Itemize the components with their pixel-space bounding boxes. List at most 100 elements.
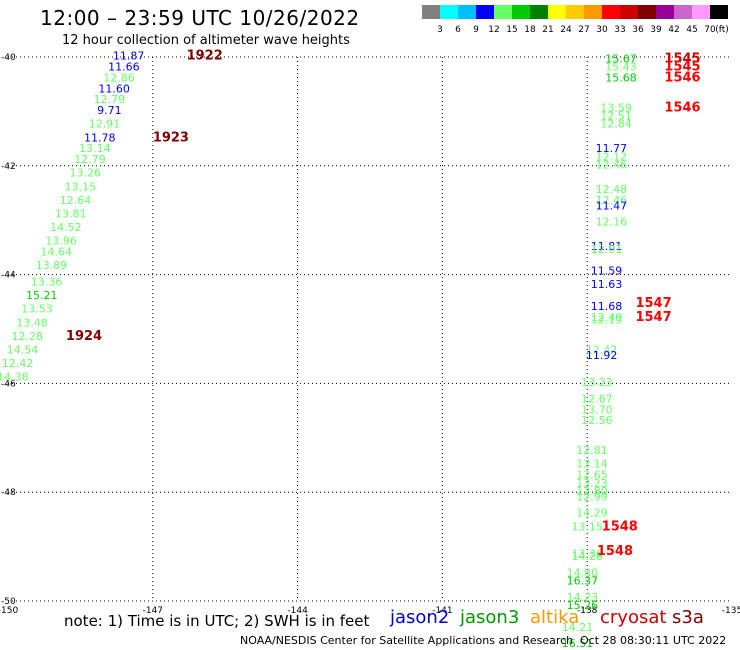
colorbar-swatch	[584, 5, 602, 19]
colorbar-tick-label: 70	[704, 25, 716, 35]
wave-height-value: 11.81	[591, 240, 623, 253]
wave-height-value: 12.99	[576, 490, 608, 503]
y-tick-label: -40	[1, 53, 16, 63]
wave-height-value: 12.42	[586, 343, 618, 356]
wave-height-value: 12.79	[94, 93, 126, 106]
wave-height-value: 13.53	[21, 303, 53, 316]
wave-height-value: 11.68	[591, 300, 623, 313]
colorbar-swatch	[458, 5, 476, 19]
wave-height-value: 15.68	[605, 71, 637, 84]
wave-height-value: 16.51	[562, 637, 594, 650]
wave-height-value: 12.67	[581, 392, 613, 405]
colorbar-swatch	[440, 5, 458, 19]
colorbar-tick-label: 3	[437, 25, 443, 35]
colorbar-swatch	[710, 5, 728, 19]
colorbar-swatch	[548, 5, 566, 19]
wave-height-value: 12.51	[600, 110, 632, 123]
time-label: 1923	[153, 130, 189, 145]
colorbar-swatch	[674, 5, 692, 19]
wave-height-value: 11.59	[591, 265, 623, 278]
wave-height-value: 12.64	[60, 194, 92, 207]
wave-height-value: 11.60	[98, 82, 130, 95]
wave-height-value: 12.42	[2, 357, 34, 370]
time-label: 1547	[635, 296, 671, 311]
wave-height-value: 11.87	[113, 50, 145, 63]
wave-height-value: 13.89	[36, 259, 68, 272]
colorbar-tick-label: 42	[668, 25, 679, 35]
colorbar-swatch	[494, 5, 512, 19]
wave-height-value: 13.14	[79, 142, 111, 155]
wave-height-value: 12.19	[591, 314, 623, 327]
wave-height-value: 12.28	[12, 330, 44, 343]
wave-height-value: 12.65	[576, 469, 608, 482]
wave-height-value: 15.26	[567, 599, 599, 612]
wave-height-value: 11.63	[591, 278, 623, 291]
time-label: 1924	[66, 329, 102, 344]
time-label: 1546	[664, 70, 700, 85]
wave-height-value: 14.29	[576, 507, 608, 520]
colorbar-tick-label: 30	[596, 25, 608, 35]
colorbar-tick-label: 9	[473, 25, 479, 35]
wave-height-value: 12.48	[596, 183, 628, 196]
x-tick-label: -138	[577, 606, 598, 616]
colorbar-tick-label: 45	[686, 25, 697, 35]
colorbar-swatch	[566, 5, 584, 19]
wave-height-value: 14.21	[562, 621, 594, 634]
wave-height-value: 15.43	[605, 61, 637, 74]
colorbar-tick-label: 21	[542, 25, 553, 35]
y-tick-label: -48	[1, 488, 16, 498]
colorbar-swatch	[512, 5, 530, 19]
color-legend: 3 6 9 12 15 18 21 24 27 30 33 36 39 42 45 70 (ft)	[422, 5, 729, 35]
wave-height-value: 13.48	[16, 316, 48, 329]
wave-height-value: 13.15	[65, 180, 97, 193]
x-tick-label: -150	[0, 606, 18, 616]
wave-height-value: 13.15	[571, 520, 603, 533]
colorbar-tick-label: 27	[578, 25, 589, 35]
colorbar-tick-label: 12	[488, 25, 499, 35]
colorbar-tick-label: 36	[632, 25, 644, 35]
wave-height-value: 12.01	[591, 243, 623, 256]
wave-height-value: 15.21	[26, 289, 58, 302]
wave-height-value: 12.12	[596, 150, 628, 163]
legend-jason2: jason2	[390, 607, 450, 628]
wave-height-value: 14.64	[41, 246, 73, 259]
wave-height-value: 11.47	[596, 199, 628, 212]
wave-height-value: 14.38	[0, 371, 29, 384]
x-tick-label: -135	[722, 606, 740, 616]
colorbar-tick-label: 24	[560, 25, 572, 35]
wave-height-value: 12.46	[596, 159, 628, 172]
y-tick-label: -44	[1, 271, 16, 281]
legend-altika: altika	[530, 607, 580, 628]
wave-height-value: 13.96	[45, 235, 77, 248]
wave-height-value: 14.80	[567, 567, 599, 580]
time-label: 1545	[664, 60, 700, 75]
wave-height-value: 12.86	[103, 71, 135, 84]
wave-height-value: 16.37	[567, 575, 599, 588]
colorbar-swatch	[602, 5, 620, 19]
wave-height-value: 12.84	[600, 118, 632, 131]
wave-height-value: 13.70	[581, 403, 613, 416]
colorbar-swatch	[638, 5, 656, 19]
x-tick-label: -141	[432, 606, 452, 616]
colorbar-swatch	[530, 5, 548, 19]
wave-height-value: 12.16	[596, 216, 628, 229]
colorbar-swatch	[422, 5, 440, 19]
wave-height-value: 13.36	[571, 547, 603, 560]
y-tick-label: -42	[1, 162, 16, 172]
wave-height-value: 12.49	[591, 311, 623, 324]
x-tick-label: -147	[143, 606, 163, 616]
page-title: 12:00 – 23:59 UTC 10/26/2022	[40, 6, 360, 30]
wave-height-value: 14.52	[50, 221, 82, 234]
time-label: 1548	[602, 519, 638, 534]
wave-height-value: 14.28	[571, 550, 603, 563]
y-tick-label: -46	[1, 379, 16, 389]
wave-height-value: 12.81	[576, 444, 608, 457]
wave-height-value: 11.92	[586, 349, 618, 362]
colorbar-swatch	[476, 5, 494, 19]
wave-height-value: 11.66	[108, 61, 140, 74]
wave-height-value: 13.36	[31, 275, 63, 288]
wave-height-value: 14.54	[7, 343, 39, 356]
wave-height-value: 13.81	[55, 207, 87, 220]
page-subtitle: 12 hour collection of altimeter wave hei…	[62, 33, 350, 48]
